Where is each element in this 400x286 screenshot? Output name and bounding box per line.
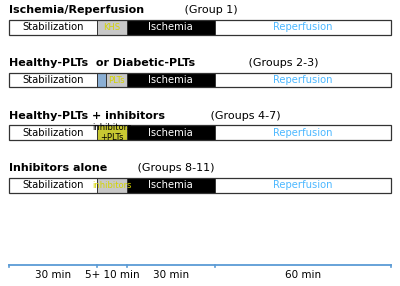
Text: PLTs: PLTs (108, 76, 125, 85)
Text: (Group 1): (Group 1) (181, 5, 237, 15)
Text: (Groups 2-3): (Groups 2-3) (245, 58, 319, 68)
Bar (9, 178, 391, 192)
Bar (9, 20, 391, 35)
Bar (127, 20, 215, 35)
Text: Reperfusion: Reperfusion (273, 22, 332, 32)
Text: (Groups 4-7): (Groups 4-7) (207, 110, 281, 120)
Text: Stabilization: Stabilization (22, 128, 84, 138)
Bar (106, 73, 127, 88)
Bar (97, 73, 106, 88)
Bar (9, 20, 97, 35)
Bar (97, 20, 127, 35)
Bar (9, 178, 97, 192)
Text: 60 min: 60 min (285, 270, 321, 280)
Text: Stabilization: Stabilization (22, 75, 84, 85)
Bar (215, 125, 391, 140)
Bar (9, 73, 391, 88)
Text: Ischemia: Ischemia (148, 22, 193, 32)
Bar (215, 178, 391, 192)
Bar (9, 125, 97, 140)
Text: inhibitors
+PLTs: inhibitors +PLTs (92, 123, 132, 142)
Text: Stabilization: Stabilization (22, 22, 84, 32)
Text: Ischemia: Ischemia (148, 180, 193, 190)
Text: Ischemia: Ischemia (148, 128, 193, 138)
Text: Ischemia/Reperfusion: Ischemia/Reperfusion (9, 5, 144, 15)
Text: Reperfusion: Reperfusion (273, 180, 332, 190)
Text: Ischemia: Ischemia (148, 75, 193, 85)
Bar (215, 73, 391, 88)
Text: 30 min: 30 min (35, 270, 71, 280)
Bar (127, 125, 215, 140)
Bar (9, 125, 391, 140)
Bar (97, 178, 127, 192)
Text: Healthy-PLTs  or Diabetic-PLTs: Healthy-PLTs or Diabetic-PLTs (9, 58, 196, 68)
Text: KHS: KHS (104, 23, 120, 32)
Text: Healthy-PLTs + inhibitors: Healthy-PLTs + inhibitors (9, 110, 165, 120)
Text: (Groups 8-11): (Groups 8-11) (134, 163, 214, 173)
Text: Inhibitors alone: Inhibitors alone (9, 163, 108, 173)
Text: Reperfusion: Reperfusion (273, 75, 332, 85)
Text: Stabilization: Stabilization (22, 180, 84, 190)
Bar (215, 20, 391, 35)
Bar (127, 73, 215, 88)
Bar (97, 125, 127, 140)
Bar (9, 73, 97, 88)
Bar (127, 178, 215, 192)
Text: Reperfusion: Reperfusion (273, 128, 332, 138)
Text: 5+ 10 min: 5+ 10 min (85, 270, 139, 280)
Text: inhibitors: inhibitors (92, 181, 132, 190)
Text: 30 min: 30 min (153, 270, 189, 280)
